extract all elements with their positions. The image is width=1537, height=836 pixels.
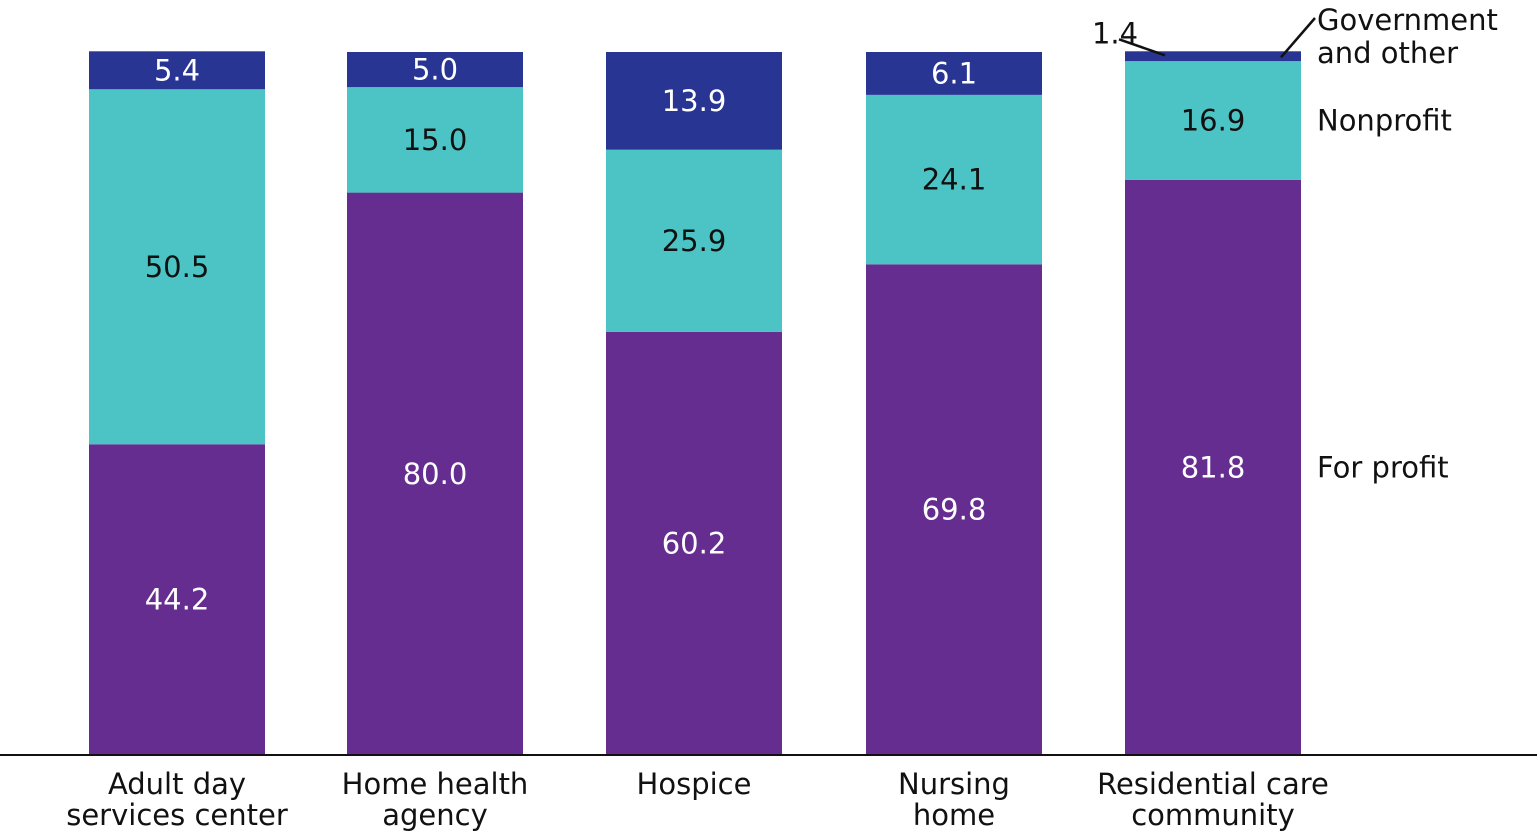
category-label: community: [1131, 798, 1295, 832]
series-label: Nonprofit: [1317, 104, 1452, 138]
bar-segment: [89, 444, 265, 755]
bar-segment: [347, 52, 523, 88]
category-label: Home health: [342, 767, 529, 801]
bars-group: [89, 51, 1301, 756]
data-label: 25.9: [662, 224, 727, 258]
bar-segment: [1125, 61, 1301, 180]
data-label: 81.8: [1181, 450, 1246, 484]
bar-segment: [606, 331, 782, 755]
category-label: Nursing: [898, 767, 1010, 801]
series-label: For profit: [1317, 450, 1449, 484]
category-label: home: [913, 798, 995, 832]
bar-segment: [866, 52, 1042, 95]
data-label: 1.4: [1092, 16, 1138, 50]
series-label-leader: [1280, 17, 1316, 59]
category-label: Residential care: [1097, 767, 1329, 801]
bar-segment: [1125, 51, 1301, 62]
bar-segment: [1125, 179, 1301, 756]
category-label: Adult day: [108, 767, 246, 801]
data-label: 24.1: [922, 163, 987, 197]
bar-segment: [347, 192, 523, 756]
data-label: 16.9: [1181, 104, 1246, 138]
bar-segment: [606, 149, 782, 332]
bar-segment: [89, 89, 265, 445]
bar-segment: [347, 87, 523, 193]
bar-segment: [866, 264, 1042, 755]
series-label: Government: [1317, 3, 1498, 37]
bar-segment: [606, 52, 782, 150]
category-label: Hospice: [637, 767, 752, 801]
category-label: agency: [382, 798, 488, 832]
data-label: 44.2: [145, 583, 210, 617]
data-label: 60.2: [662, 526, 727, 560]
data-label: 80.0: [403, 457, 468, 491]
data-label: 6.1: [931, 56, 977, 90]
data-label-leader: [1118, 38, 1166, 57]
bar-segment: [89, 51, 265, 90]
series-label: and other: [1317, 36, 1458, 70]
data-label: 13.9: [662, 84, 727, 118]
value-labels-group: 44.2 50.5 5.4 80.0 15.0 5.0 60.2 25.9 13.9 69.8 24…: [145, 16, 1246, 616]
category-label: services center: [66, 798, 288, 832]
data-label: 5.0: [412, 53, 458, 87]
data-label: 69.8: [922, 493, 987, 527]
data-label: 5.4: [154, 53, 200, 87]
data-label: 50.5: [145, 250, 210, 284]
data-label: 15.0: [403, 123, 468, 157]
bar-segment: [866, 94, 1042, 265]
